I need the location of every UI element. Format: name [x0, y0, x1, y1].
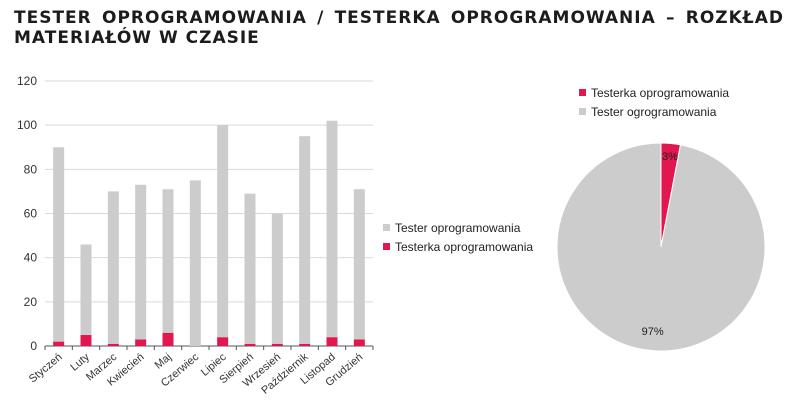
- bar-segment: [271, 213, 283, 344]
- bar-legend: Tester oprogramowania Testerka oprogramow…: [383, 221, 533, 254]
- bar-segment: [80, 334, 92, 346]
- legend-swatch: [383, 243, 390, 250]
- y-tick-label: 60: [24, 207, 38, 221]
- legend-swatch: [579, 108, 586, 115]
- chart-title: TESTER OPROGRAMOWANIA / TESTERKA OPROGRA…: [14, 8, 784, 48]
- bar-segment: [80, 244, 92, 335]
- y-tick-label: 20: [24, 295, 38, 309]
- legend-swatch: [579, 89, 586, 96]
- bar-segment: [353, 189, 365, 340]
- y-tick-label: 0: [30, 339, 37, 353]
- x-tick-label: Styczeń: [27, 351, 65, 385]
- y-tick-label: 80: [24, 162, 38, 176]
- legend-swatch: [383, 224, 390, 231]
- bar-segment: [53, 147, 65, 342]
- legend-label: Testerka oprogramowania: [395, 240, 533, 254]
- pie-slice-label: 3%: [662, 151, 678, 163]
- bar-segment: [53, 341, 65, 346]
- pie-legend: Testerka oprogramowania Tester ogrogramow…: [579, 86, 729, 119]
- bar-segment: [217, 125, 229, 338]
- legend-label: Testerka oprogramowania: [591, 86, 729, 100]
- y-tick-label: 100: [17, 118, 37, 132]
- pie-chart: 3% 97%: [556, 142, 766, 352]
- pie-slice-label: 97%: [642, 326, 664, 338]
- bar-segment: [107, 191, 119, 344]
- legend-label: Tester ogrogramowania: [591, 105, 717, 119]
- bar-segment: [353, 339, 365, 346]
- legend-label: Tester oprogramowania: [395, 221, 521, 235]
- bar-segment: [162, 189, 174, 333]
- x-tick-label: Maj: [153, 351, 174, 372]
- bar-segment: [326, 337, 338, 346]
- bar-segment: [299, 343, 311, 346]
- bar-segment: [326, 120, 338, 338]
- bar-segment: [217, 337, 229, 346]
- bar-segment: [135, 184, 147, 340]
- bar-segment: [135, 339, 147, 346]
- bar-segment: [189, 180, 201, 346]
- bar-segment: [271, 343, 283, 346]
- y-tick-label: 40: [24, 251, 38, 265]
- pie-slice: [556, 142, 766, 352]
- bar-segment: [107, 343, 119, 346]
- bar-segment: [244, 343, 256, 346]
- y-tick-label: 120: [17, 74, 37, 88]
- bar-segment: [299, 136, 311, 344]
- bar-segment: [162, 332, 174, 346]
- bar-segment: [244, 193, 256, 344]
